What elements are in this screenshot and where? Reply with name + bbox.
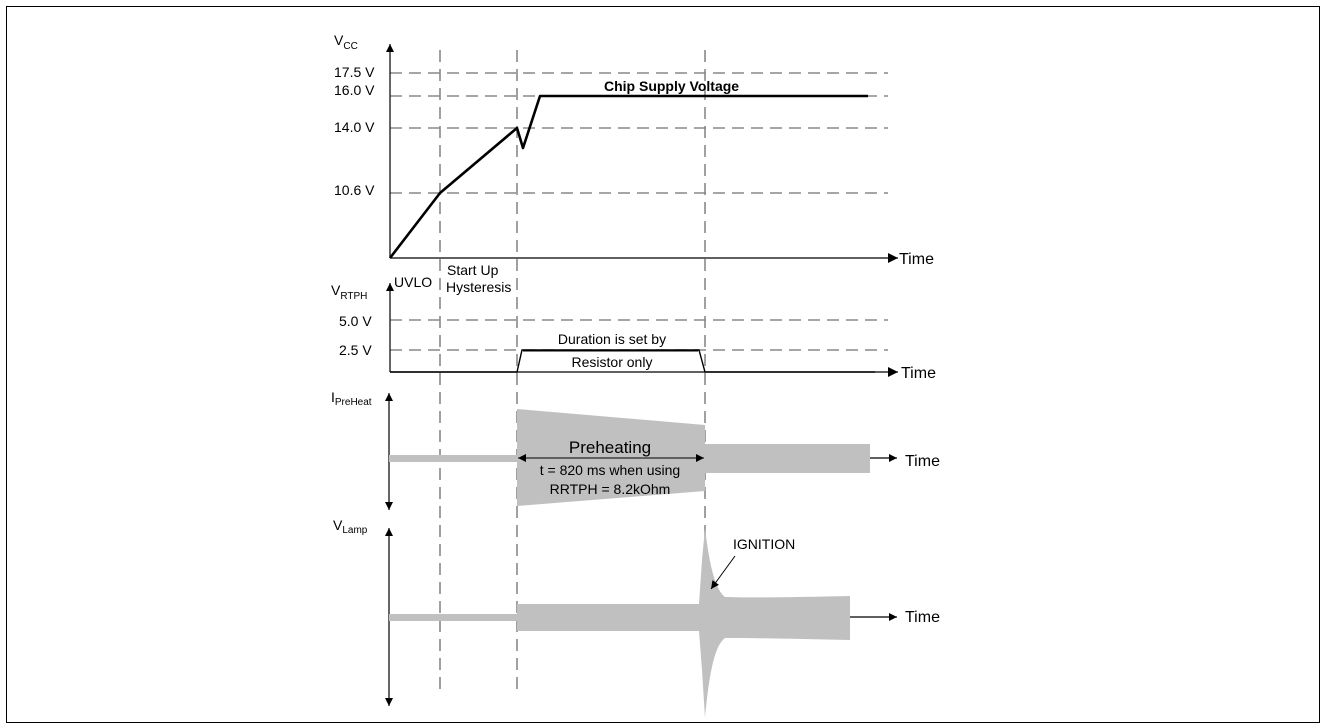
vcc-curve-label: Chip Supply Voltage (604, 78, 739, 94)
vrtph-note-1: Duration is set by (558, 331, 666, 347)
ignition-label: IGNITION (733, 536, 795, 552)
vrtph-time-label: Time (901, 365, 936, 382)
vcc-level-17-5: 17.5 V (334, 64, 375, 80)
phase-uvlo-label: UVLO (394, 274, 432, 290)
vcc-axis-label: VCC (334, 32, 358, 52)
ipreheat-idle-band (389, 455, 517, 462)
preheating-note-1: t = 820 ms when using (540, 462, 680, 478)
vcc-section: VCC 17.5 V 16.0 V 14.0 V 10.6 V Chip Sup… (334, 32, 934, 268)
vlamp-ignition-spike (699, 528, 850, 718)
vcc-level-16-0: 16.0 V (334, 82, 375, 98)
ipreheat-section: IPreHeat Preheating t = 820 ms when usin… (331, 389, 940, 510)
vcc-time-label: Time (899, 251, 934, 268)
ipreheat-run-band (705, 444, 870, 473)
vrtph-note-2: Resistor only (572, 354, 653, 370)
vrtph-level-2-5: 2.5 V (339, 342, 372, 358)
vlamp-idle-band (389, 614, 517, 621)
phase-startup-label-1: Start Up (447, 262, 499, 278)
vrtph-axis-label: VRTPH (331, 282, 367, 302)
vlamp-time-label: Time (905, 609, 940, 626)
vrtph-pulse (390, 349, 875, 373)
diagram-frame (6, 6, 1320, 723)
vlamp-section: VLamp IGNITION Time (333, 517, 940, 718)
phase-startup-label-2: Hysteresis (446, 279, 511, 295)
vcc-curve (388, 94, 868, 259)
ipreheat-axis-label: IPreHeat (331, 389, 372, 408)
vlamp-preheat-band (517, 604, 705, 631)
ipreheat-time-label: Time (905, 453, 940, 470)
ignition-pointer (710, 555, 736, 590)
vrtph-section: VRTPH 5.0 V 2.5 V Duration is set by Res… (331, 282, 936, 382)
preheating-note-2: RRTPH = 8.2kOhm (550, 481, 671, 497)
vrtph-level-5-0: 5.0 V (339, 313, 372, 329)
vcc-level-10-6: 10.6 V (334, 182, 375, 198)
vlamp-axis-label: VLamp (333, 517, 368, 536)
vcc-level-14-0: 14.0 V (334, 119, 375, 135)
preheating-title: Preheating (569, 438, 651, 457)
